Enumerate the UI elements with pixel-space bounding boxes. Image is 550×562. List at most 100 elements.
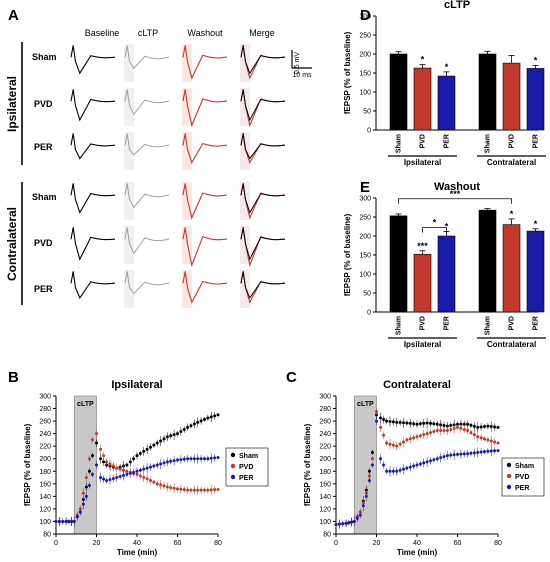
bar-e-ylabel: fEPSP (% of baseline) [343,213,352,296]
line-b-xtick-label: 40 [133,540,141,547]
line-b-point [81,502,85,506]
line-c-point [418,462,422,466]
line-b-point [142,467,146,471]
line-c-point [469,423,473,427]
line-b-ytick-label: 180 [39,469,51,476]
line-c-ytick-label: 100 [319,519,331,526]
bar-d-contralateral-per [526,68,545,131]
line-c-point [483,450,486,454]
bar-e-ytick-label: 0 [367,310,371,317]
line-c-point [398,442,402,446]
line-c-ytick-label: 220 [319,444,331,451]
line-c-point [445,454,449,458]
line-c-point [379,416,383,420]
line-b-point [172,486,176,490]
scale-bar-horizontal-label: 10 ms [292,72,312,79]
column-title-merge: Merge [249,28,275,38]
merge-baseline-trace [240,89,286,122]
line-b-point [216,487,220,491]
line-c-point [415,422,419,426]
line-b-legend-marker-sham [230,452,236,458]
line-b-legend-label-sham: Sham [239,453,258,460]
line-b-legend-label-per: PER [239,475,253,482]
row-label-ipsi-pvd: PVD [34,99,53,109]
washout-highlight [182,226,192,264]
line-b-xtick-label: 80 [214,540,222,547]
line-b-xtick-label: 0 [54,540,58,547]
line-b-point [67,519,71,523]
line-b-point [209,415,213,419]
line-c-point [459,426,463,430]
line-b-point [186,457,190,461]
line-c-xtick-label: 40 [413,540,421,547]
line-b-point [145,447,149,451]
line-c-point [435,429,439,432]
line-c-point [442,429,446,432]
line-b-point [206,488,210,492]
line-c-point [472,451,476,455]
bar-e-contralateral-per [526,230,545,313]
line-b-point [54,519,58,523]
line-b-point [115,466,119,470]
line-b-point [213,414,217,418]
bar-e-category-label: PER [533,316,540,330]
line-c-point [439,456,443,460]
line-b-point [165,460,169,464]
line-c-point [398,468,402,472]
cltp-highlight [124,132,134,170]
bar-d-significance: * [534,55,538,65]
bar-e-ytick-label: 200 [359,234,371,241]
line-c-point [388,469,392,473]
trace-cell-r4-c1 [124,226,170,264]
trace-cell-r4-c0 [70,227,116,261]
line-b-point [182,427,186,431]
trace-cell-r0-c0 [70,45,116,75]
line-c-point [476,435,480,439]
bar-e-title: Washout [434,181,480,193]
line-b-point [176,458,179,462]
line-c-legend-marker-per [506,484,512,490]
line-c-point [341,522,345,526]
line-b-ytick-label: 200 [39,456,51,463]
line-b-point [213,488,217,492]
line-c-point [418,422,422,426]
line-c-point [382,433,386,437]
line-c-ylabel: fEPSP (% of baseline) [303,423,312,506]
line-c-point [375,410,378,414]
line-b-ytick-label: 160 [39,481,51,488]
line-c-point [355,516,359,520]
line-c-point [456,425,459,429]
panel-label-e: E [360,179,370,196]
line-c-ytick-label: 260 [319,419,331,426]
line-c-ytick-label: 160 [319,481,331,488]
merge-highlight [240,44,250,82]
line-b-point [64,519,68,523]
line-b-point [155,463,159,467]
line-b-point [102,460,106,464]
line-c-point [472,433,476,437]
merge-highlight [240,226,250,264]
baseline-trace [70,89,116,122]
bar-d-group-label: Contralateral [487,158,536,167]
contralateral-label: Contralateral [5,207,19,281]
line-b-point [199,419,203,423]
line-b-point [159,439,163,443]
line-b-point [179,487,183,491]
bar-d-ytick-label: 100 [359,90,371,97]
line-b-ytick-label: 140 [39,494,51,501]
line-c-point [347,521,351,525]
bar-d-contralateral-sham [478,53,497,131]
line-b-point [209,456,213,460]
line-b-point [132,457,136,461]
line-b-legend-marker-per [230,474,236,480]
washout-trace [182,227,228,268]
column-title-baseline: Baseline [85,28,120,38]
line-c-point [466,452,470,456]
line-b-point [189,457,193,461]
bar-e-contralateral-sham [478,209,497,313]
line-c-point [402,421,405,425]
line-b-point [84,485,88,489]
bar-d-ytick-label: 50 [363,109,371,116]
line-c-point [456,452,459,456]
cltp-highlight [124,270,134,308]
